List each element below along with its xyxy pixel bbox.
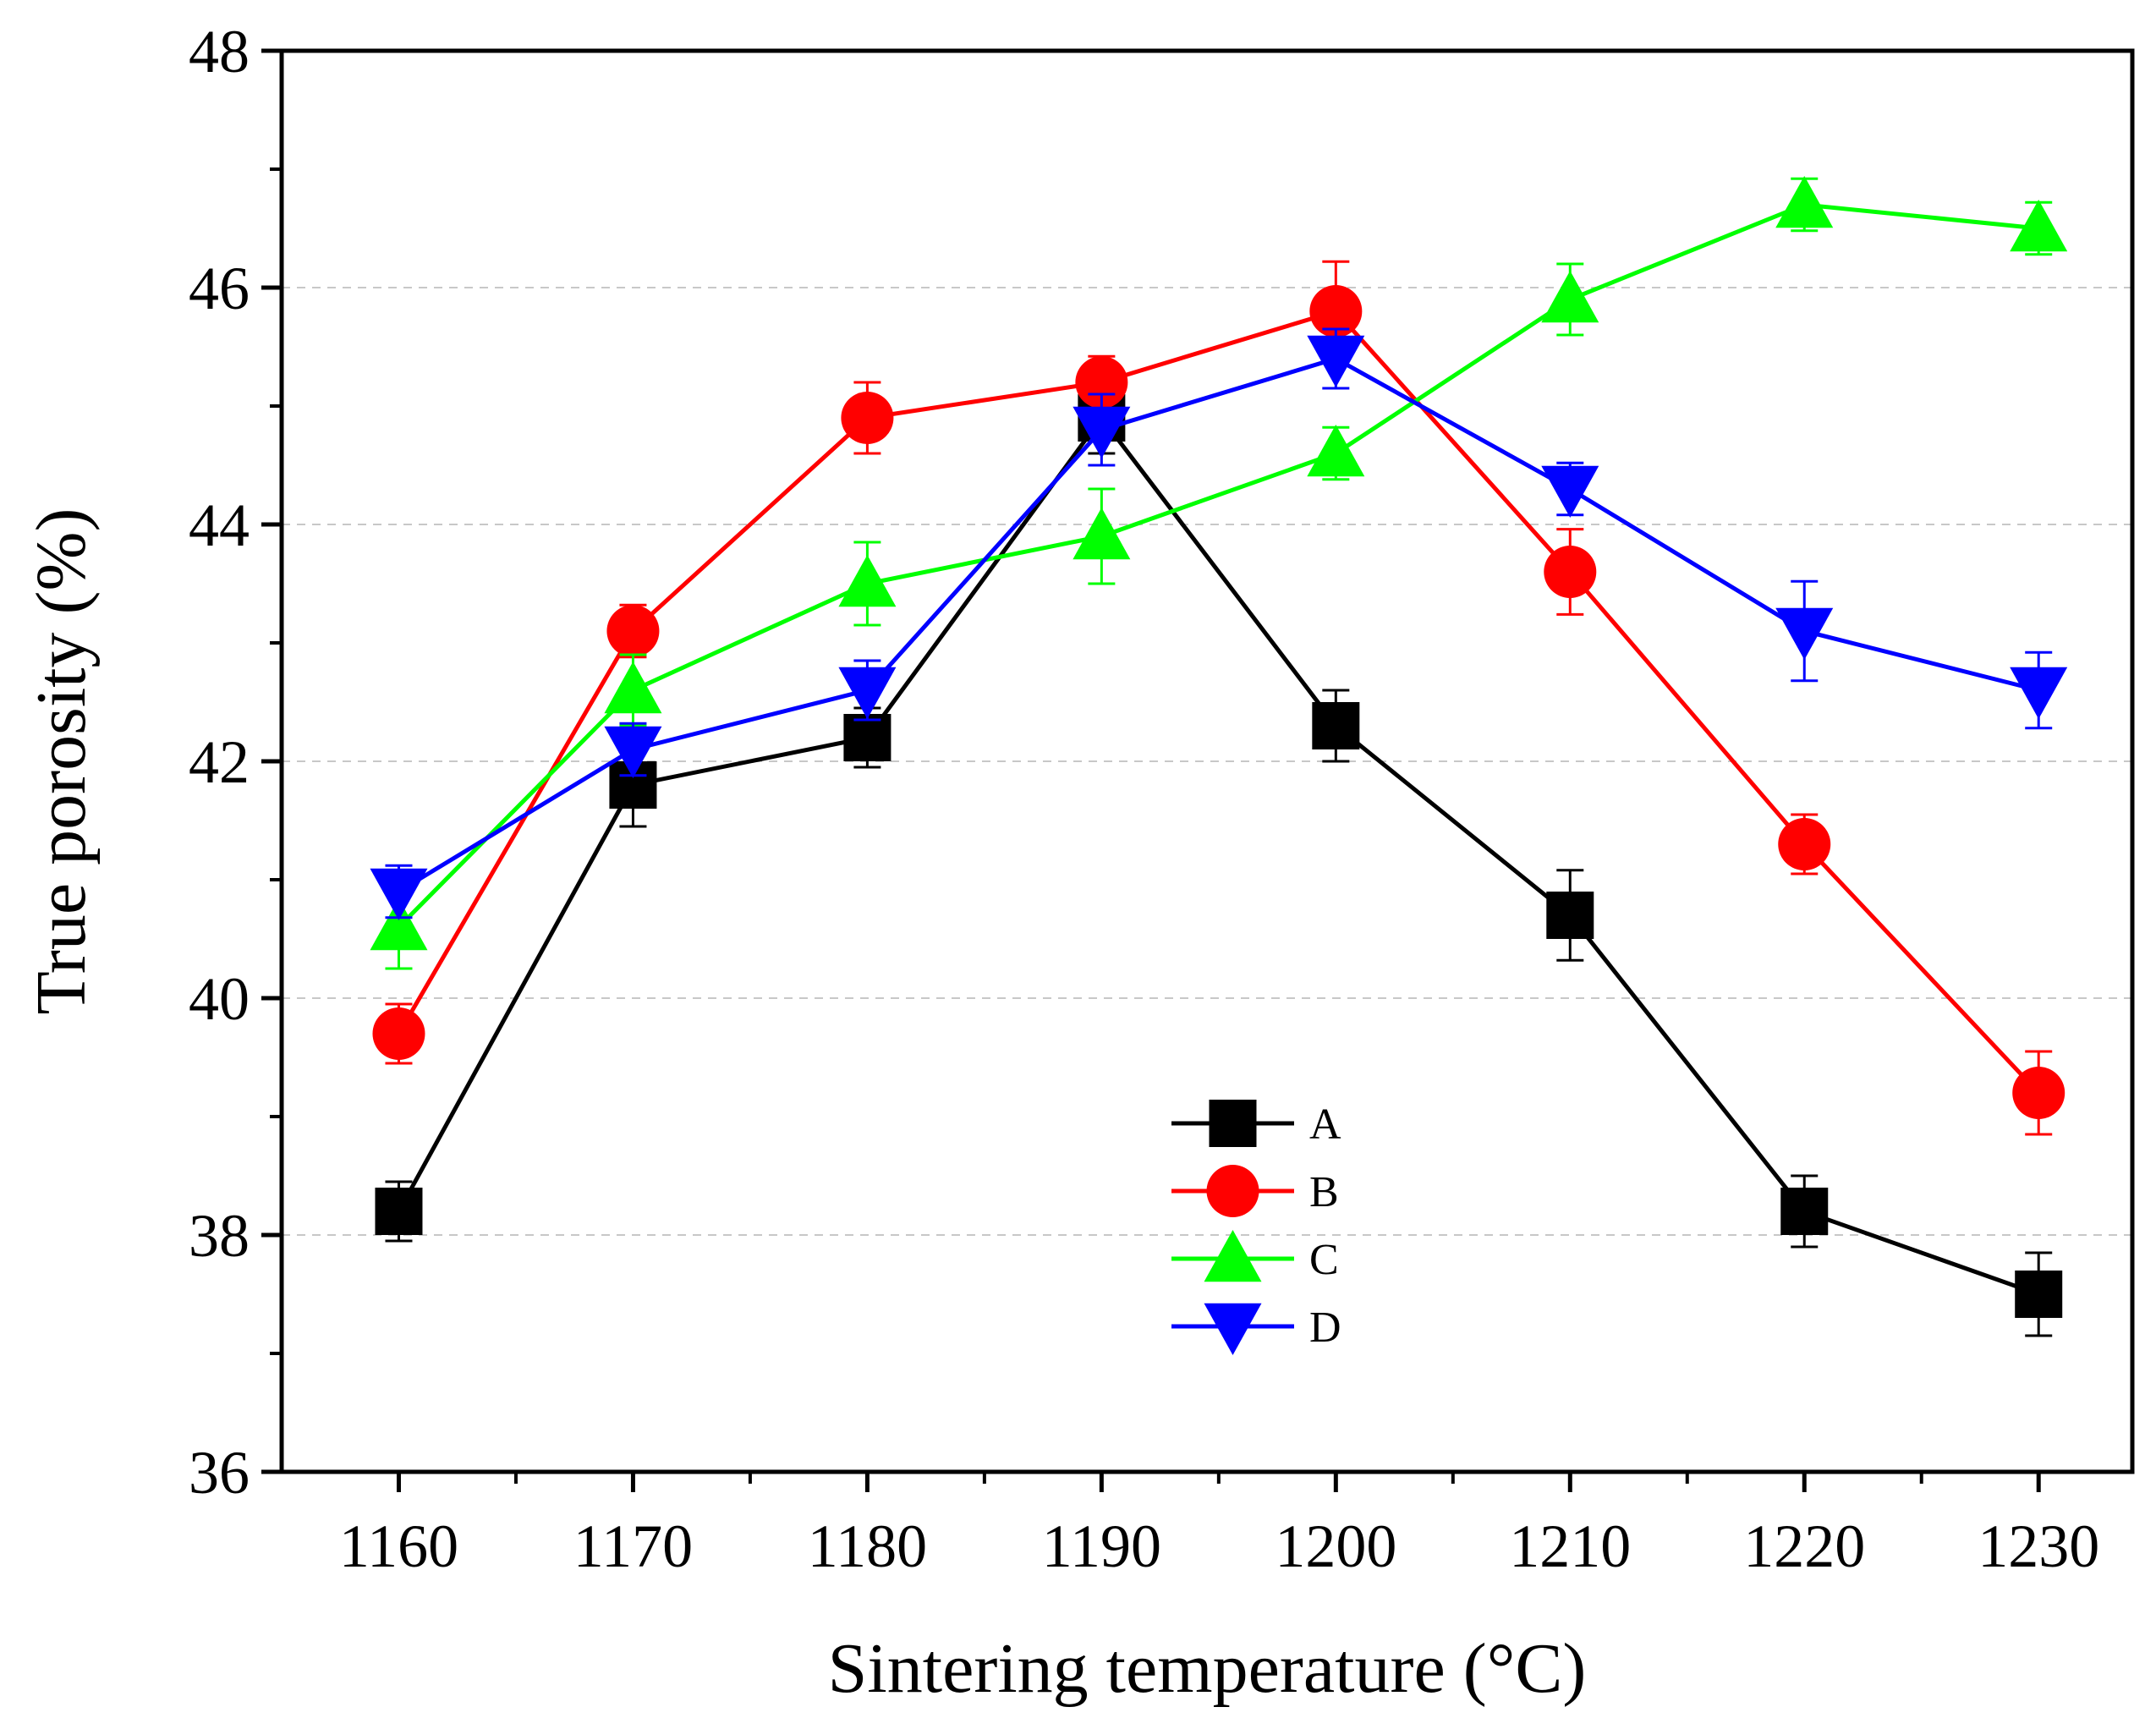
data-point-B: [2012, 1067, 2065, 1119]
legend-label: D: [1309, 1304, 1341, 1352]
data-point-D: [1307, 335, 1365, 387]
data-point-D: [838, 667, 897, 719]
y-tick-label: 48: [189, 18, 250, 85]
y-tick-label: 40: [189, 965, 250, 1033]
data-point-D: [1541, 465, 1599, 518]
data-point-B: [841, 392, 894, 444]
data-point-C: [838, 555, 897, 607]
data-point-D: [370, 868, 428, 920]
x-tick-label: 1190: [1042, 1512, 1161, 1580]
y-tick-label: 38: [189, 1202, 250, 1270]
y-tick-label: 42: [189, 728, 250, 796]
legend-marker: [1204, 1303, 1262, 1355]
data-point-C: [1307, 425, 1365, 477]
data-point-A: [2015, 1271, 2063, 1318]
x-tick-label: 1230: [1978, 1512, 2099, 1580]
tick-labels: 36 38 40 42 44 46 48 1160 1170 1180 1190 1200 1210 12…: [189, 18, 2099, 1580]
data-point-C: [604, 661, 662, 714]
data-point-D: [1775, 607, 1834, 660]
data-point-B: [606, 605, 660, 657]
legend-item-A: A: [1171, 1100, 1341, 1149]
y-tick-label: 36: [189, 1439, 250, 1507]
data-point-C: [1775, 176, 1834, 228]
data-point-A: [1546, 892, 1594, 939]
series-line-D: [398, 356, 2039, 894]
legend-item-D: D: [1171, 1303, 1341, 1355]
data-point-C: [2010, 200, 2068, 252]
data-point-A: [375, 1188, 423, 1235]
x-tick-label: 1200: [1275, 1512, 1396, 1580]
data-point-B: [1778, 818, 1831, 870]
y-tick-label: 44: [189, 491, 250, 559]
data-point-B: [372, 1007, 425, 1060]
legend-marker: [1209, 1100, 1257, 1147]
series-D: [370, 327, 2068, 920]
data-point-B: [1309, 285, 1363, 338]
y-tick-label: 46: [189, 255, 250, 322]
legend-label: C: [1309, 1236, 1339, 1284]
data-point-A: [1780, 1188, 1829, 1235]
data-point-A: [1312, 702, 1360, 749]
data-point-C: [1073, 508, 1131, 560]
legend-label: A: [1309, 1101, 1341, 1149]
data-point-D: [1073, 406, 1131, 458]
x-tick-label: 1210: [1509, 1512, 1631, 1580]
data-point-C: [1541, 271, 1599, 323]
series-C: [370, 176, 2068, 970]
series-line-C: [397, 202, 2039, 929]
x-tick-label: 1170: [573, 1512, 693, 1580]
data-point-D: [2010, 667, 2068, 719]
series-line-B: [397, 309, 2041, 1095]
y-axis-title: True porosity (%): [22, 508, 101, 1015]
data-point-D: [604, 726, 662, 778]
data-point-B: [1544, 546, 1597, 598]
legend-item-C: C: [1171, 1230, 1339, 1284]
x-tick-label: 1220: [1743, 1512, 1865, 1580]
series-line-A: [397, 414, 2040, 1297]
legend-marker: [1206, 1165, 1259, 1217]
legend-marker: [1204, 1230, 1262, 1282]
series-layer: [370, 176, 2068, 1337]
x-tick-label: 1180: [808, 1512, 927, 1580]
data-point-A: [843, 714, 891, 761]
legend-item-B: B: [1171, 1165, 1339, 1217]
legend-label: B: [1309, 1168, 1339, 1216]
x-axis-title: Sintering temperature (°C): [828, 1629, 1587, 1708]
axis-ticks: [261, 48, 2041, 1492]
data-point-C: [370, 898, 428, 951]
x-tick-label: 1160: [339, 1512, 458, 1580]
